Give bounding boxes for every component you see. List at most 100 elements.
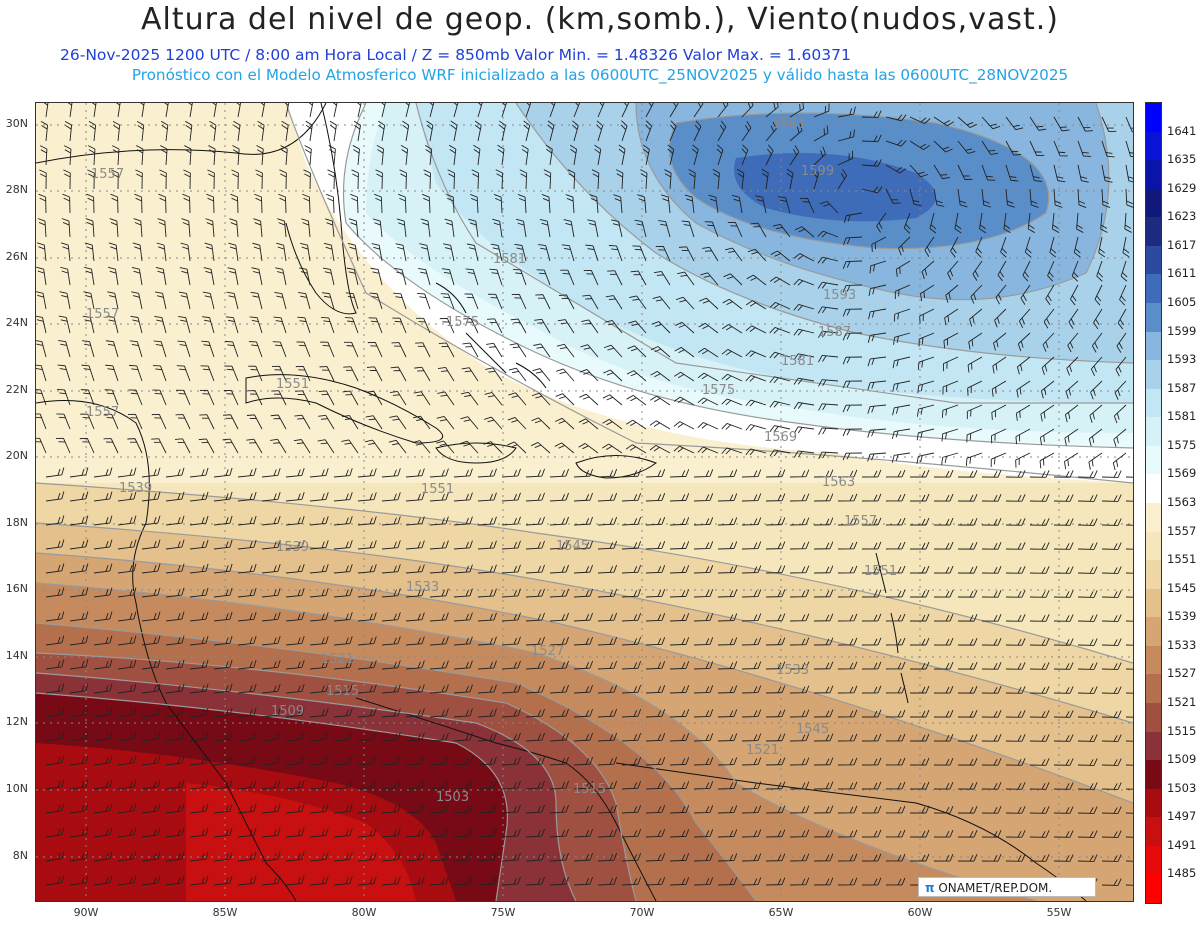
wind-barb xyxy=(89,103,97,118)
wind-barb xyxy=(736,168,745,190)
colorbar-swatch xyxy=(1146,131,1161,161)
credit-text: ONAMET/REP.DOM. xyxy=(938,881,1052,895)
wind-barb xyxy=(351,169,359,190)
wind-barb xyxy=(1101,116,1117,132)
wind-barb xyxy=(933,116,954,127)
lat-label: 18N xyxy=(0,516,28,529)
wind-barb xyxy=(921,260,935,279)
wind-barb xyxy=(632,245,647,262)
wind-barb xyxy=(204,242,215,262)
colorbar-label: 1557 xyxy=(1167,524,1196,538)
colorbar-swatch xyxy=(1146,560,1161,590)
wind-barb xyxy=(183,169,191,190)
colorbar-label: 1563 xyxy=(1167,495,1196,509)
band-1605 xyxy=(734,153,936,222)
colorbar-label: 1569 xyxy=(1167,466,1196,480)
lat-label: 20N xyxy=(0,449,28,462)
wind-barb xyxy=(981,140,999,155)
wind-barb xyxy=(547,120,555,142)
colorbar-label: 1605 xyxy=(1167,295,1196,309)
wind-barb xyxy=(427,103,435,118)
wind-barb xyxy=(497,144,505,166)
wind-barb xyxy=(161,103,170,118)
colorbar-label: 1611 xyxy=(1167,266,1196,280)
wind-barb xyxy=(817,256,839,264)
wind-barb xyxy=(348,218,359,238)
wind-barb xyxy=(39,145,48,166)
wind-barb xyxy=(637,194,647,214)
wind-barb xyxy=(65,103,73,118)
wind-barb xyxy=(794,226,815,238)
contour-label: 1539 xyxy=(119,481,152,496)
colorbar-swatch xyxy=(1146,874,1161,904)
wind-barb xyxy=(871,236,887,252)
contour-label: 1557 xyxy=(844,514,877,529)
colorbar-label: 1485 xyxy=(1167,866,1196,880)
contour-label: 1509 xyxy=(271,704,304,719)
wind-barb xyxy=(227,267,239,286)
colorbar-label: 1509 xyxy=(1167,752,1196,766)
wind-barb xyxy=(909,140,931,151)
wind-barb xyxy=(610,219,623,238)
wind-barb xyxy=(909,116,931,125)
wind-barb xyxy=(447,169,455,190)
wind-barb xyxy=(424,144,433,166)
wind-barb xyxy=(1120,260,1128,282)
wind-barb xyxy=(565,194,575,214)
colorbar-label: 1503 xyxy=(1167,781,1196,795)
wind-barb xyxy=(1124,212,1132,233)
contour-label: 1575 xyxy=(446,315,479,330)
wind-barb xyxy=(156,242,167,262)
wind-barb xyxy=(474,120,482,142)
colorbar-label: 1545 xyxy=(1167,581,1196,595)
wind-barb xyxy=(717,103,729,118)
wind-barb xyxy=(301,218,311,238)
wind-barb xyxy=(765,103,779,118)
wind-barb xyxy=(492,218,503,238)
wind-barb xyxy=(275,267,287,286)
wind-barb xyxy=(157,218,167,238)
wind-barb xyxy=(817,230,839,238)
wind-barb xyxy=(1005,116,1024,131)
wind-barb xyxy=(539,219,551,238)
wind-barb xyxy=(304,145,312,166)
wind-barb xyxy=(517,194,527,214)
wind-barb xyxy=(567,169,576,190)
wind-barb xyxy=(1125,116,1133,133)
wind-barb xyxy=(1053,164,1066,183)
wind-barb xyxy=(608,245,623,262)
wind-barb xyxy=(233,120,241,142)
wind-barb xyxy=(691,144,699,166)
wind-barb xyxy=(620,120,628,142)
wind-barb xyxy=(981,116,1001,130)
wind-barb xyxy=(741,144,749,166)
colorbar-swatch xyxy=(1146,245,1161,275)
contour-label: 1527 xyxy=(531,644,564,659)
contour-label: 1521 xyxy=(746,743,779,758)
wind-barb xyxy=(254,193,263,214)
colorbar-swatch xyxy=(1146,531,1161,561)
wind-barb xyxy=(466,243,479,262)
wind-barb xyxy=(41,103,49,118)
wind-barb xyxy=(769,276,791,286)
wind-barb xyxy=(1029,116,1047,131)
wind-barb xyxy=(443,243,455,262)
wind-barb xyxy=(885,114,907,122)
colorbar-label: 1635 xyxy=(1167,152,1196,166)
contour-lines xyxy=(36,103,1133,901)
wind-barb xyxy=(39,169,47,190)
wind-barb xyxy=(561,244,575,262)
wind-barb xyxy=(957,116,978,128)
wind-barb xyxy=(523,120,531,142)
contour-label: 1539 xyxy=(276,540,309,555)
wind-barb xyxy=(516,218,527,238)
wind-barb xyxy=(950,236,959,258)
wind-barb xyxy=(655,245,671,262)
contour-label: 1551 xyxy=(276,377,309,392)
wind-barb xyxy=(231,169,239,190)
wind-barb xyxy=(185,120,193,142)
wind-barb xyxy=(305,120,313,142)
wind-barb xyxy=(37,218,47,238)
wind-barb xyxy=(979,212,987,234)
wind-barb xyxy=(476,103,483,118)
